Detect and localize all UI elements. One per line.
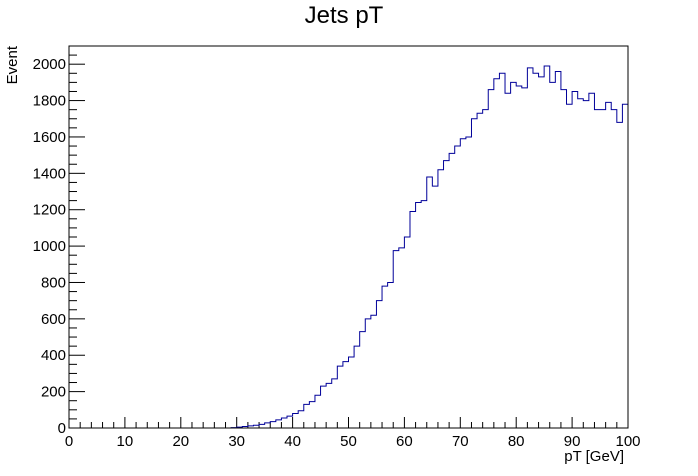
histogram-bin bbox=[606, 102, 612, 428]
histogram-bin bbox=[276, 420, 282, 428]
histogram-bin bbox=[477, 113, 483, 428]
y-tick-label: 1800 bbox=[33, 93, 66, 110]
histogram-bin bbox=[332, 379, 338, 428]
histogram-bin bbox=[309, 402, 315, 428]
y-tick-label: 1000 bbox=[33, 238, 66, 255]
histogram-bin bbox=[399, 248, 405, 428]
histogram-bin bbox=[315, 395, 321, 428]
histogram-bin bbox=[483, 110, 489, 428]
y-tick-label: 400 bbox=[41, 347, 66, 364]
histogram-bin bbox=[259, 424, 265, 428]
histogram-bin bbox=[600, 110, 606, 428]
histogram-bin bbox=[365, 319, 371, 428]
chart-title: Jets pT bbox=[305, 2, 384, 29]
y-tick-label: 0 bbox=[58, 420, 66, 437]
x-tick-label: 40 bbox=[284, 433, 301, 450]
histogram-bin bbox=[304, 404, 310, 428]
histogram-bins bbox=[231, 66, 628, 428]
histogram-bin bbox=[388, 282, 394, 428]
y-tick-label: 2000 bbox=[33, 56, 66, 73]
histogram-series-line bbox=[69, 65, 628, 429]
histogram-bin bbox=[561, 90, 567, 428]
histogram-bin bbox=[281, 418, 287, 428]
histogram-bin bbox=[265, 423, 271, 428]
x-tick-label: 80 bbox=[508, 433, 525, 450]
y-axis-label: Event bbox=[4, 45, 21, 84]
histogram-bin bbox=[337, 366, 343, 428]
histogram-bin bbox=[270, 422, 276, 428]
histogram-bin bbox=[460, 139, 466, 428]
histogram-bin bbox=[410, 212, 416, 428]
histogram-bin bbox=[298, 411, 304, 428]
histogram-bin bbox=[376, 301, 382, 428]
histogram-bin bbox=[539, 77, 545, 428]
x-tick-label: 90 bbox=[564, 433, 581, 450]
histogram-bin bbox=[567, 104, 573, 428]
histogram-bin bbox=[572, 91, 578, 428]
y-tick-label: 1600 bbox=[33, 129, 66, 146]
histogram-bin bbox=[427, 177, 433, 428]
histogram-bin bbox=[594, 110, 600, 428]
y-tick-label: 200 bbox=[41, 384, 66, 401]
histogram-bin bbox=[505, 93, 511, 428]
histogram-bin bbox=[471, 119, 477, 428]
x-tick-label: 70 bbox=[452, 433, 469, 450]
histogram-bin bbox=[544, 66, 550, 428]
histogram-bin bbox=[349, 357, 355, 428]
x-tick-label: 50 bbox=[340, 433, 357, 450]
plot-frame bbox=[68, 45, 629, 429]
histogram-bin bbox=[343, 362, 349, 428]
histogram-bin bbox=[393, 251, 399, 428]
y-tick-label: 600 bbox=[41, 311, 66, 328]
histogram-bin bbox=[455, 146, 461, 428]
histogram-bin bbox=[488, 90, 494, 428]
histogram-bin bbox=[499, 73, 505, 428]
histogram-bin bbox=[432, 186, 438, 428]
histogram-bin bbox=[326, 383, 332, 428]
histogram-bin bbox=[360, 332, 366, 428]
histogram-bin bbox=[444, 161, 450, 428]
x-tick-label: 60 bbox=[396, 433, 413, 450]
histogram-bin bbox=[533, 73, 539, 428]
histogram-bin bbox=[421, 201, 427, 428]
x-tick-label: 30 bbox=[228, 433, 245, 450]
histogram-bin bbox=[522, 88, 528, 428]
histogram-bin bbox=[611, 110, 617, 428]
histogram-bin bbox=[617, 122, 623, 428]
histogram-bin bbox=[354, 346, 360, 428]
x-tick-label: 100 bbox=[615, 433, 640, 450]
histogram-bin bbox=[416, 202, 422, 428]
histogram-bin bbox=[404, 237, 410, 428]
histogram-bin bbox=[321, 386, 327, 428]
axis-ticks bbox=[68, 45, 629, 429]
histogram-bin bbox=[382, 286, 388, 428]
histogram-bin bbox=[449, 153, 455, 428]
x-tick-label: 20 bbox=[172, 433, 189, 450]
histogram-bin bbox=[589, 93, 595, 428]
histogram-bin bbox=[555, 71, 561, 428]
histogram-bin bbox=[438, 170, 444, 428]
histogram-bin bbox=[293, 413, 299, 428]
y-tick-label: 1200 bbox=[33, 202, 66, 219]
histogram-bin bbox=[622, 104, 628, 428]
x-axis-label: pT [GeV] bbox=[564, 448, 624, 465]
x-tick-label: 0 bbox=[65, 433, 73, 450]
y-tick-label: 800 bbox=[41, 274, 66, 291]
histogram-bin bbox=[371, 315, 377, 428]
x-tick-label: 10 bbox=[117, 433, 134, 450]
histogram-bin bbox=[583, 101, 589, 428]
histogram-bin bbox=[287, 416, 293, 428]
histogram-bin bbox=[466, 137, 472, 428]
y-tick-label: 1400 bbox=[33, 165, 66, 182]
histogram-bin bbox=[494, 79, 500, 428]
histogram-bin bbox=[527, 68, 533, 428]
histogram-bin bbox=[516, 86, 522, 428]
tick-labels: 0 10 20 30 40 50 60 70 80 90 100020040060080010001… bbox=[33, 56, 641, 450]
histogram-bin bbox=[578, 99, 584, 428]
histogram-bin bbox=[511, 82, 517, 428]
histogram-bin bbox=[550, 82, 556, 428]
